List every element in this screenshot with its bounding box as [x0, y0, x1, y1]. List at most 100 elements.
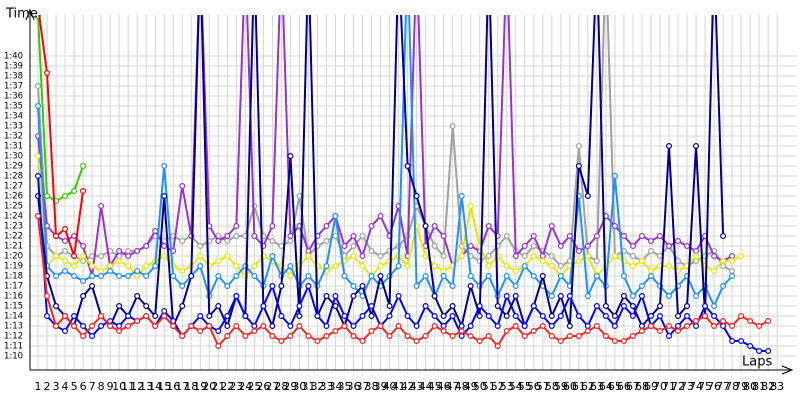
data-point: [440, 233, 447, 240]
series-line: [38, 15, 85, 257]
data-point: [143, 263, 150, 270]
data-point: [548, 293, 555, 300]
x-tick-label: 10: [112, 380, 126, 393]
x-tick-label: 15: [157, 380, 171, 393]
data-point: [53, 253, 60, 260]
data-point: [233, 223, 240, 230]
data-point: [305, 253, 312, 260]
data-point: [71, 188, 78, 195]
data-point: [359, 283, 366, 290]
data-point: [224, 313, 231, 320]
data-point: [756, 323, 763, 330]
data-point: [80, 243, 87, 250]
x-tick-label: 39: [374, 380, 388, 393]
x-tick-label: 30: [292, 380, 306, 393]
y-tick-label: 1:16: [4, 292, 23, 302]
y-tick-label: 1:33: [4, 122, 23, 132]
x-tick-label: 13: [139, 380, 153, 393]
data-point: [530, 328, 537, 335]
data-point: [341, 253, 348, 260]
data-point: [557, 263, 564, 270]
x-tick-label: 16: [166, 380, 180, 393]
y-tick-label: 1:39: [4, 62, 23, 72]
data-point: [512, 323, 519, 330]
data-point: [323, 238, 330, 245]
data-point: [584, 323, 591, 330]
data-point: [53, 323, 60, 330]
data-point: [521, 263, 528, 270]
data-point: [116, 273, 123, 280]
data-point: [729, 253, 736, 260]
x-tick-label: 74: [689, 380, 703, 393]
data-point: [440, 328, 447, 335]
x-tick-label: 75: [698, 380, 712, 393]
data-point: [539, 258, 546, 265]
data-point: [323, 333, 330, 340]
data-point: [458, 333, 465, 340]
data-point: [53, 233, 60, 240]
data-point: [512, 253, 519, 260]
x-tick-label: 57: [536, 380, 550, 393]
data-point: [377, 213, 384, 220]
data-point: [539, 253, 546, 260]
data-point: [629, 313, 636, 320]
data-point: [233, 263, 240, 270]
data-point: [251, 328, 258, 335]
y-tick-label: 1:37: [4, 82, 23, 92]
data-point: [521, 253, 528, 260]
data-point: [512, 293, 519, 300]
x-tick-label: 12: [130, 380, 144, 393]
data-point: [485, 273, 492, 280]
data-point: [296, 193, 303, 200]
y-axis-title: Time: [5, 7, 38, 22]
series-line: [37, 175, 769, 352]
data-point: [494, 323, 501, 330]
x-tick-label: 1: [35, 380, 42, 393]
data-point: [170, 273, 177, 280]
data-point: [440, 323, 447, 330]
data-point: [287, 333, 294, 340]
data-point: [89, 323, 96, 330]
data-point: [62, 268, 69, 275]
data-point: [116, 303, 123, 310]
data-point: [224, 253, 231, 260]
data-point: [485, 313, 492, 320]
data-point: [413, 193, 420, 200]
data-point: [89, 263, 96, 270]
data-point: [269, 238, 276, 245]
data-point: [476, 303, 483, 310]
data-point: [323, 263, 330, 270]
data-point: [467, 243, 474, 250]
data-point: [197, 313, 204, 320]
data-point: [638, 323, 645, 330]
x-tick-label: 41: [392, 380, 406, 393]
data-point: [134, 273, 141, 280]
x-tick-label: 23: [229, 380, 243, 393]
data-point: [548, 263, 555, 270]
data-point: [323, 293, 330, 300]
x-tick-label: 33: [319, 380, 333, 393]
data-point: [98, 323, 105, 330]
data-point: [89, 283, 96, 290]
data-point: [332, 263, 339, 270]
data-point: [350, 293, 357, 300]
y-tick-label: 1:12: [4, 332, 23, 342]
data-point: [611, 323, 618, 330]
data-point: [368, 273, 375, 280]
data-point: [62, 258, 69, 265]
data-point: [711, 253, 718, 260]
data-point: [440, 253, 447, 260]
data-point: [693, 323, 700, 330]
data-point: [152, 263, 159, 270]
data-point: [233, 273, 240, 280]
y-tick-label: 1:26: [4, 192, 23, 202]
data-point: [665, 293, 672, 300]
data-point: [729, 258, 736, 265]
data-point: [620, 233, 627, 240]
data-point: [431, 313, 438, 320]
data-point: [765, 318, 772, 325]
x-tick-label: 37: [356, 380, 370, 393]
x-tick-label: 73: [680, 380, 694, 393]
data-point: [62, 328, 69, 335]
data-point: [413, 338, 420, 345]
